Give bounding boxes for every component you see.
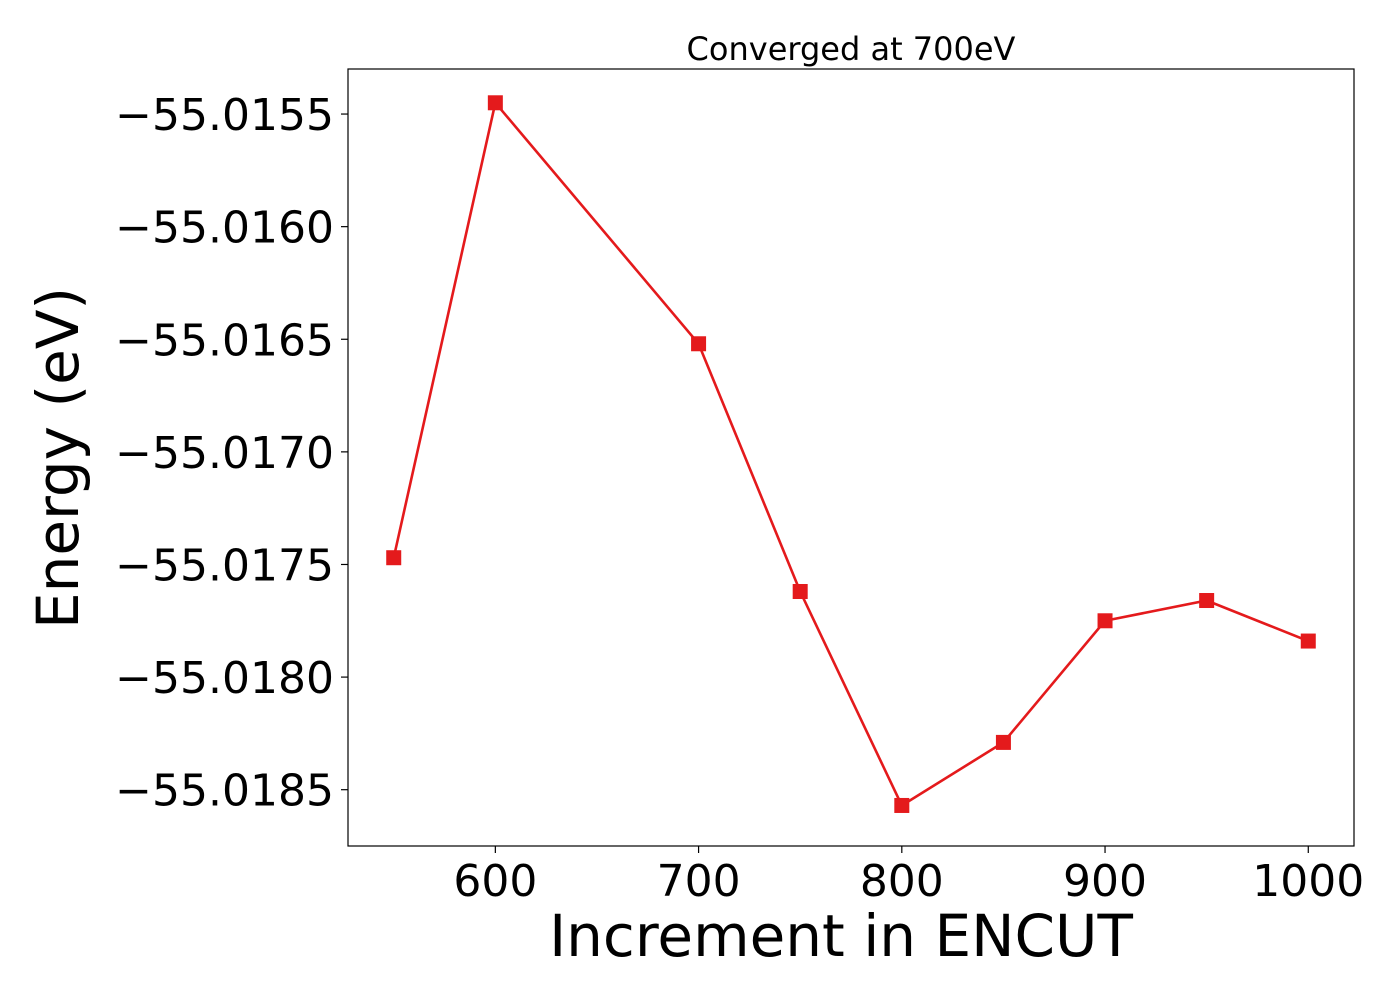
- x-axis-label: Increment in ENCUT: [549, 902, 1133, 970]
- data-point: [792, 584, 808, 600]
- x-tick-label: 800: [860, 856, 944, 907]
- y-axis-ticks: −55.0155 −55.0160 −55.0165 −55.0170 −55.0175…: [115, 90, 348, 817]
- data-point: [995, 734, 1011, 750]
- chart-title: Converged at 700eV: [687, 30, 1016, 68]
- y-tick-label: −55.0180: [115, 653, 334, 704]
- data-point: [691, 336, 707, 352]
- series-layer: [386, 95, 1316, 813]
- y-axis-label: Energy (eV): [24, 287, 92, 629]
- x-tick-label: 900: [1063, 856, 1147, 907]
- y-tick-label: −55.0165: [115, 315, 334, 366]
- x-axis-ticks: 600 700 800 900 1000: [453, 846, 1364, 907]
- plot-area: [348, 69, 1354, 846]
- y-tick-label: −55.0160: [115, 203, 334, 254]
- plot-frame: [347, 68, 1355, 847]
- data-point: [1199, 593, 1215, 609]
- data-point: [386, 550, 402, 566]
- data-point: [1300, 633, 1316, 649]
- x-tick-label: 700: [657, 856, 741, 907]
- y-tick-label: −55.0155: [115, 90, 334, 141]
- data-point: [487, 95, 503, 111]
- x-tick-label: 600: [453, 856, 537, 907]
- x-tick-label: 1000: [1252, 856, 1364, 907]
- data-point: [1097, 613, 1113, 629]
- data-point: [894, 797, 910, 813]
- y-tick-label: −55.0185: [115, 766, 334, 817]
- y-tick-label: −55.0175: [115, 540, 334, 591]
- y-tick-label: −55.0170: [115, 428, 334, 479]
